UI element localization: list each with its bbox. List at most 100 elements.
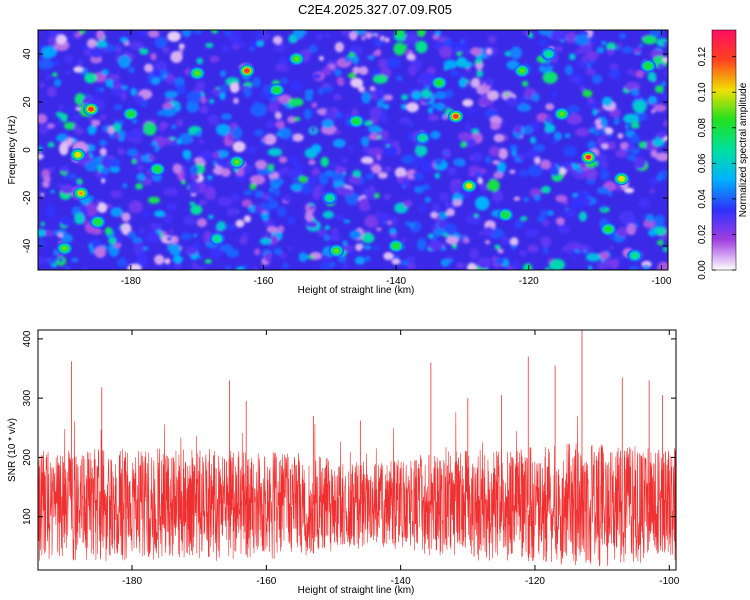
heatmap-cell	[498, 148, 508, 160]
heatmap-cell	[589, 37, 598, 44]
heatmap-cell	[449, 71, 460, 76]
heatmap-cell	[565, 31, 577, 44]
heatmap-cell	[619, 210, 635, 224]
heatmap-cell	[363, 245, 372, 250]
heatmap-peak	[149, 162, 166, 176]
heatmap-cell	[164, 90, 178, 99]
heatmap-peak-level	[545, 51, 552, 57]
heatmap-cell	[154, 210, 166, 218]
heatmap-cell	[638, 43, 643, 48]
heatmap-cell	[154, 36, 168, 49]
heatmap-cell	[424, 196, 431, 203]
heatmap-cell	[430, 130, 441, 140]
heatmap-cell	[268, 101, 279, 113]
heatmap-cell	[376, 154, 382, 161]
heatmap-cell	[386, 57, 401, 68]
heatmap-cell	[638, 198, 651, 209]
heatmap-cell	[427, 233, 433, 239]
heatmap-cell	[407, 263, 416, 270]
heatmap-cell	[247, 145, 257, 154]
heatmap-cell	[511, 149, 517, 157]
snr-frame	[37, 329, 677, 571]
heatmap-cell	[121, 212, 131, 222]
heatmap-cell	[208, 214, 214, 219]
heatmap-cell	[38, 59, 54, 70]
heatmap-cell	[192, 30, 203, 35]
heatmap-cell	[56, 34, 67, 45]
heatmap-cell	[150, 141, 158, 147]
heatmap-x-tick-label: -120	[519, 276, 539, 287]
heatmap-cell	[656, 173, 664, 182]
heatmap-cell	[653, 104, 667, 112]
heatmap-cell	[211, 248, 222, 259]
heatmap-cell	[431, 102, 437, 109]
heatmap-cell	[528, 32, 534, 39]
heatmap-cell	[610, 245, 614, 250]
heatmap-cell	[183, 215, 196, 226]
heatmap-cell	[456, 262, 465, 269]
heatmap-cell	[166, 189, 173, 195]
heatmap-cell	[287, 116, 296, 124]
heatmap-cell	[434, 91, 447, 100]
heatmap-cell	[320, 156, 329, 167]
heatmap-cell	[530, 136, 537, 144]
heatmap-cell	[522, 263, 533, 270]
heatmap-cell	[451, 243, 458, 249]
heatmap-cell	[309, 205, 316, 209]
heatmap-cell	[277, 206, 287, 218]
heatmap-cell	[200, 96, 207, 104]
heatmap-cell	[155, 60, 168, 71]
heatmap-cell	[468, 108, 475, 116]
heatmap-cell	[150, 222, 162, 231]
heatmap-peak	[328, 244, 345, 258]
snr-x-tick-label: -100	[659, 576, 679, 587]
heatmap-peak	[239, 64, 255, 78]
heatmap-cell	[497, 248, 504, 254]
heatmap-cell	[94, 93, 101, 98]
heatmap-peak	[348, 114, 365, 128]
heatmap-cell	[272, 35, 283, 45]
heatmap-cell	[63, 122, 77, 130]
heatmap-cell	[369, 86, 376, 92]
heatmap-cell	[182, 149, 192, 159]
heatmap-cell	[63, 175, 70, 180]
heatmap-cell	[229, 82, 240, 94]
heatmap-cell	[349, 31, 358, 41]
heatmap-cell	[341, 157, 348, 165]
heatmap-cell	[593, 129, 600, 137]
heatmap-cell	[414, 172, 425, 181]
heatmap-cell	[73, 115, 81, 121]
heatmap-cell	[120, 36, 128, 43]
heatmap-cell	[220, 167, 231, 177]
heatmap-cell	[564, 133, 571, 139]
heatmap-cell	[38, 113, 48, 124]
heatmap-cell	[543, 247, 549, 254]
heatmap-cell	[69, 173, 77, 179]
heatmap-cell	[231, 193, 240, 202]
heatmap-cell	[136, 173, 146, 182]
heatmap-cell	[526, 228, 539, 237]
heatmap-cell	[343, 219, 351, 224]
heatmap-cell	[283, 194, 292, 202]
heatmap-cell	[38, 153, 44, 160]
heatmap-cell	[601, 143, 610, 150]
heatmap-cell	[334, 129, 341, 135]
heatmap-cell	[133, 242, 144, 256]
heatmap-cell	[487, 90, 500, 101]
heatmap-cell	[136, 255, 148, 267]
heatmap-cell	[320, 188, 326, 193]
heatmap-cell	[323, 234, 330, 242]
heatmap-cell	[47, 35, 57, 46]
heatmap-cell	[648, 229, 658, 237]
heatmap-cell	[108, 244, 116, 251]
heatmap-cell	[224, 30, 233, 36]
colorbar-tick-label: 0.10	[697, 82, 708, 102]
heatmap-cell	[340, 30, 352, 37]
heatmap-cell	[654, 85, 665, 93]
heatmap-cell	[275, 120, 285, 129]
heatmap-cell	[252, 100, 259, 104]
heatmap-cell	[190, 173, 200, 181]
heatmap-cell	[298, 175, 308, 183]
heatmap-peak-level	[605, 227, 611, 232]
heatmap-peak-level	[194, 71, 200, 76]
